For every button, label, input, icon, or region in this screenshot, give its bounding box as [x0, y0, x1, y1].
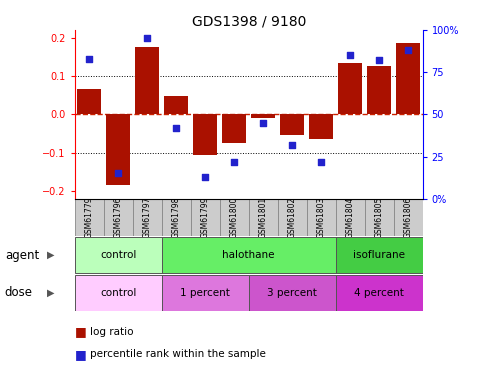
- Text: agent: agent: [5, 249, 39, 261]
- Text: control: control: [100, 288, 137, 297]
- Bar: [191, 199, 220, 236]
- Bar: [249, 199, 278, 236]
- Point: [172, 125, 180, 131]
- Bar: [365, 199, 394, 236]
- Text: ■: ■: [75, 326, 86, 338]
- Text: GSM61800: GSM61800: [230, 197, 239, 238]
- Bar: [75, 199, 104, 236]
- Bar: [75, 274, 162, 310]
- Text: GSM61798: GSM61798: [172, 197, 181, 238]
- Text: GSM61804: GSM61804: [346, 197, 355, 238]
- Point: [201, 174, 209, 180]
- Bar: [162, 274, 249, 310]
- Bar: [106, 114, 130, 185]
- Text: control: control: [100, 250, 137, 260]
- Bar: [162, 199, 191, 236]
- Text: dose: dose: [5, 286, 33, 299]
- Text: GSM61799: GSM61799: [201, 197, 210, 238]
- Title: GDS1398 / 9180: GDS1398 / 9180: [192, 15, 306, 29]
- Bar: [104, 199, 133, 236]
- Bar: [164, 96, 188, 114]
- Bar: [336, 199, 365, 236]
- Point: [346, 53, 354, 58]
- Text: ▶: ▶: [47, 250, 55, 260]
- Bar: [220, 199, 249, 236]
- Point: [288, 142, 296, 148]
- Text: halothane: halothane: [223, 250, 275, 260]
- Text: GSM61805: GSM61805: [375, 197, 384, 238]
- Bar: [336, 274, 423, 310]
- Bar: [249, 274, 336, 310]
- Text: GSM61803: GSM61803: [317, 197, 326, 238]
- Point: [230, 159, 238, 165]
- Bar: [307, 199, 336, 236]
- Bar: [278, 199, 307, 236]
- Point: [317, 159, 325, 165]
- Bar: [338, 63, 362, 114]
- Bar: [280, 114, 304, 135]
- Point: [259, 120, 267, 126]
- Text: GSM61796: GSM61796: [114, 197, 123, 238]
- Text: ■: ■: [75, 348, 86, 361]
- Bar: [162, 237, 336, 273]
- Text: GSM61806: GSM61806: [404, 197, 412, 238]
- Text: ▶: ▶: [47, 288, 55, 297]
- Text: 3 percent: 3 percent: [267, 288, 317, 297]
- Bar: [77, 90, 101, 114]
- Text: isoflurane: isoflurane: [353, 250, 405, 260]
- Bar: [309, 114, 333, 139]
- Text: 4 percent: 4 percent: [354, 288, 404, 297]
- Bar: [133, 199, 162, 236]
- Bar: [135, 47, 159, 114]
- Text: log ratio: log ratio: [90, 327, 134, 337]
- Text: GSM61802: GSM61802: [288, 197, 297, 238]
- Bar: [396, 44, 420, 114]
- Point: [85, 56, 93, 62]
- Bar: [394, 199, 423, 236]
- Bar: [75, 237, 162, 273]
- Point: [404, 47, 412, 53]
- Bar: [222, 114, 246, 143]
- Point: [375, 57, 383, 63]
- Point: [143, 36, 151, 42]
- Point: [114, 170, 122, 177]
- Bar: [251, 114, 275, 118]
- Bar: [193, 114, 217, 154]
- Text: 1 percent: 1 percent: [180, 288, 230, 297]
- Bar: [336, 237, 423, 273]
- Text: GSM61797: GSM61797: [143, 197, 152, 238]
- Bar: [367, 66, 391, 114]
- Text: GSM61779: GSM61779: [85, 197, 94, 238]
- Text: GSM61801: GSM61801: [259, 197, 268, 238]
- Text: percentile rank within the sample: percentile rank within the sample: [90, 350, 266, 359]
